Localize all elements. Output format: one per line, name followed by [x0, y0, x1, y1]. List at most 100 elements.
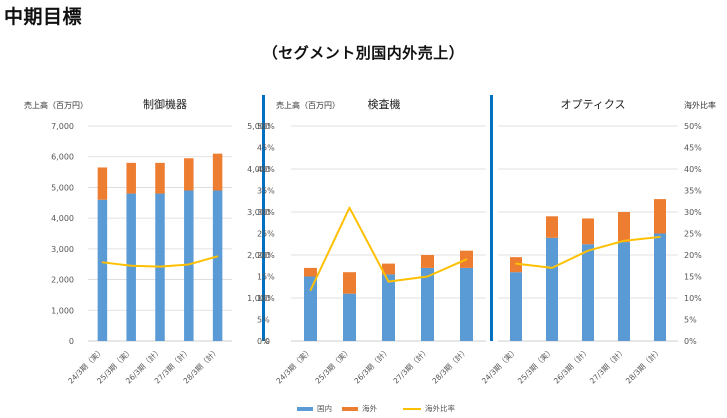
bar-overseas	[126, 162, 136, 194]
ratio-point	[188, 263, 190, 266]
y2-tick-label: 0%	[684, 337, 697, 346]
bar-domestic	[382, 274, 395, 341]
y2-tick-label: 10%	[684, 294, 702, 303]
y2-tick-label: 0%	[257, 337, 270, 346]
ratio-point	[309, 289, 312, 292]
bar-overseas	[582, 218, 594, 245]
bar-domestic	[510, 272, 522, 341]
y-tick-label: 0	[265, 337, 270, 346]
bar-domestic	[654, 233, 666, 341]
y2-tick-label: 40%	[684, 165, 702, 174]
bar-domestic	[212, 190, 223, 341]
y2-axis-label: 海外比率	[684, 100, 716, 110]
ratio-point	[551, 267, 553, 269]
bar-overseas	[343, 272, 356, 294]
y2-tick-label: 30%	[257, 208, 275, 217]
y2-tick-label: 35%	[257, 187, 275, 196]
chart-title: 検査機	[368, 97, 401, 111]
ratio-point	[587, 249, 589, 252]
y-tick-label: 1,000	[247, 294, 270, 303]
ratio-point	[101, 261, 104, 264]
bar-domestic	[421, 267, 434, 341]
category-label: 26/3期（計）	[551, 345, 591, 385]
y2-tick-label: 45%	[684, 144, 702, 153]
ratio-point	[465, 258, 468, 261]
y-axis-unit: 売上高（百万円）	[24, 100, 88, 110]
y-tick-label: 3,000	[247, 208, 270, 217]
y-tick-label: 1,000	[51, 306, 74, 315]
category-label: 24/3期（実）	[274, 345, 314, 385]
y-tick-label: 0	[69, 337, 74, 346]
bar-domestic	[582, 244, 594, 341]
y2-tick-label: 15%	[684, 273, 702, 282]
bar-overseas	[654, 199, 666, 234]
legend-swatch-overseas	[342, 407, 358, 411]
ratio-point	[623, 240, 625, 242]
bar-overseas	[212, 153, 223, 191]
y2-tick-label: 20%	[257, 251, 275, 260]
chart-title: 制御機器	[143, 97, 187, 111]
panel-divider-left	[262, 95, 265, 341]
legend-label-ratio: 海外比率	[425, 403, 455, 413]
y2-tick-label: 50%	[684, 122, 702, 131]
category-label: 28/3期（計）	[623, 345, 663, 385]
category-label: 24/3期（実）	[479, 345, 519, 385]
y-tick-label: 2,000	[247, 251, 270, 260]
y2-tick-label: 15%	[257, 273, 275, 282]
panel-divider-right	[490, 95, 493, 341]
bar-domestic	[97, 199, 108, 341]
ratio-point	[159, 265, 161, 268]
y-tick-label: 5,000	[51, 183, 74, 192]
y-tick-label: 4,000	[51, 214, 74, 223]
y-tick-label: 2,000	[51, 276, 74, 285]
y2-tick-label: 50%	[257, 122, 275, 131]
y2-tick-label: 20%	[684, 251, 702, 260]
bar-overseas	[155, 162, 165, 194]
page-subtitle: （セグメント別国内外売上）	[262, 44, 465, 62]
y-axis-unit: 売上高（百万円）	[276, 100, 340, 110]
category-label: 26/3期（計）	[352, 345, 392, 385]
bar-overseas	[618, 212, 630, 243]
category-label: 28/3期（計）	[430, 345, 470, 385]
bar-domestic	[618, 242, 630, 341]
bar-domestic	[184, 190, 194, 341]
page-title: 中期目標	[4, 6, 83, 28]
y-tick-label: 3,000	[51, 245, 74, 254]
category-label: 25/3期（実）	[313, 345, 353, 385]
category-label: 27/3期（計）	[391, 345, 431, 385]
y2-tick-label: 40%	[257, 165, 275, 174]
y2-tick-label: 35%	[684, 187, 702, 196]
bar-overseas	[97, 167, 108, 200]
y-tick-label: 6,000	[51, 153, 74, 162]
legend-label-overseas: 海外	[362, 403, 377, 413]
legend-swatch-domestic	[297, 407, 313, 411]
y2-tick-label: 45%	[257, 144, 275, 153]
ratio-point	[515, 262, 517, 265]
y-tick-label: 7,000	[51, 122, 74, 131]
y-tick-label: 5,000	[247, 122, 270, 131]
ratio-point	[216, 255, 219, 258]
bar-domestic	[343, 293, 356, 341]
legend-label-domestic: 国内	[317, 403, 332, 413]
bar-overseas	[510, 257, 522, 273]
bar-domestic	[546, 237, 558, 341]
bar-domestic	[126, 193, 136, 341]
bar-domestic	[460, 267, 473, 341]
bar-domestic	[304, 276, 317, 341]
bar-overseas	[304, 267, 317, 277]
ratio-point	[659, 236, 661, 238]
ratio-point	[426, 275, 429, 278]
y2-tick-label: 25%	[257, 230, 275, 239]
bar-overseas	[382, 263, 395, 275]
ratio-point	[348, 206, 351, 209]
y2-tick-label: 30%	[684, 208, 702, 217]
y2-tick-label: 5%	[257, 316, 270, 325]
y2-tick-label: 5%	[684, 316, 697, 325]
y2-tick-label: 10%	[257, 294, 275, 303]
y-tick-label: 4,000	[247, 165, 270, 174]
category-label: 25/3期（実）	[515, 345, 555, 385]
y2-tick-label: 25%	[684, 230, 702, 239]
chart-title: オプティクス	[560, 98, 625, 111]
ratio-point	[130, 264, 132, 267]
